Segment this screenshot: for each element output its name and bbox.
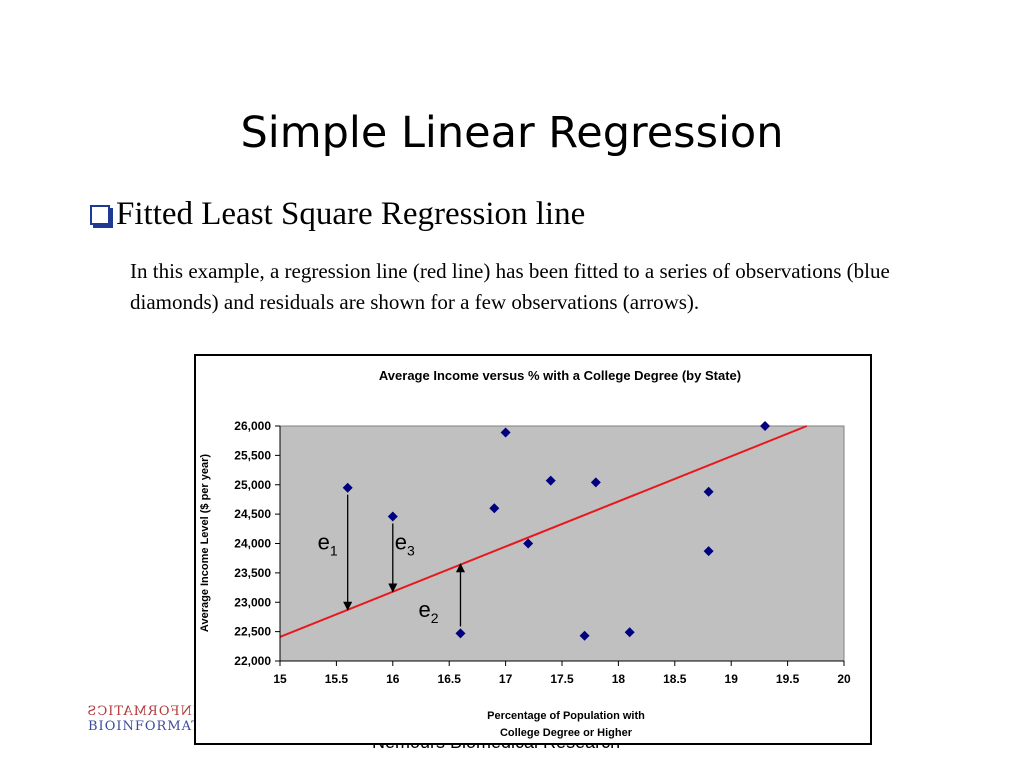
bullet-item: Fitted Least Square Regression line xyxy=(90,196,585,233)
x-tick-label: 18.5 xyxy=(663,672,687,686)
y-tick-label: 24,000 xyxy=(234,537,271,551)
residual-label-e3: e3 xyxy=(395,530,415,559)
logo-line: BIOINFORMATICS xyxy=(88,719,228,734)
x-tick-label: 18 xyxy=(612,672,626,686)
x-tick-label: 20 xyxy=(837,672,851,686)
data-point xyxy=(760,421,771,431)
data-point xyxy=(545,475,556,486)
x-axis-label-line-2: College Degree or Higher xyxy=(500,727,633,739)
y-tick-label: 24,500 xyxy=(234,507,271,521)
x-tick-label: 19 xyxy=(725,672,739,686)
chart-title: Average Income versus % with a College D… xyxy=(379,368,741,383)
x-tick-label: 15 xyxy=(273,672,287,686)
x-tick-label: 17 xyxy=(499,672,513,686)
data-point xyxy=(703,486,714,497)
data-point xyxy=(455,628,466,639)
x-tick-label: 16.5 xyxy=(438,672,462,686)
residual-label-e2: e2 xyxy=(418,597,438,626)
data-point xyxy=(489,503,500,514)
x-axis-label-line-1: Percentage of Population with xyxy=(487,710,645,722)
x-tick-label: 17.5 xyxy=(550,672,574,686)
data-point xyxy=(590,477,601,488)
bioinformatics-logo: INFORMATICS BIOINFORMATICS xyxy=(86,704,228,744)
slide-title: Simple Linear Regression xyxy=(240,108,784,158)
logo-line-mirrored: INFORMATICS xyxy=(86,704,198,719)
residual-label-e1: e1 xyxy=(318,530,338,559)
y-tick-label: 23,000 xyxy=(234,595,271,609)
y-tick-label: 23,500 xyxy=(234,566,271,580)
y-tick-label: 26,000 xyxy=(234,419,271,433)
y-axis-label: Average Income Level ($ per year) xyxy=(199,454,211,632)
checkbox-bullet-icon xyxy=(90,204,110,225)
data-point xyxy=(342,482,353,493)
x-tick-label: 19.5 xyxy=(776,672,800,686)
x-tick-label: 16 xyxy=(386,672,400,686)
y-tick-label: 22,000 xyxy=(234,654,271,668)
data-point xyxy=(500,427,511,438)
x-tick-label: 15.5 xyxy=(325,672,349,686)
data-point xyxy=(624,627,635,638)
plot-area xyxy=(279,425,845,662)
y-tick-label: 22,500 xyxy=(234,625,271,639)
y-tick-label: 25,500 xyxy=(234,448,271,462)
regression-line xyxy=(279,425,808,638)
bullet-text: Fitted Least Square Regression line xyxy=(116,196,586,232)
data-point xyxy=(579,630,590,641)
data-point xyxy=(523,538,534,549)
data-point xyxy=(703,546,714,557)
y-tick-label: 25,000 xyxy=(234,478,271,492)
chart-canvas: Average Income versus % with a College D… xyxy=(199,368,851,739)
description-text: In this example, a regression line (red … xyxy=(130,259,890,314)
scatter-chart: Average Income versus % with a College D… xyxy=(194,354,872,745)
